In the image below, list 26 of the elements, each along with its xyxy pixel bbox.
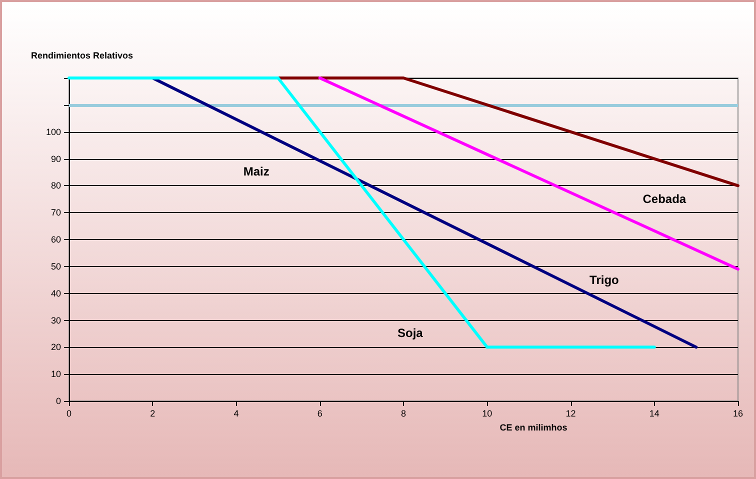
y-tick-label: 50 [50, 261, 61, 272]
y-tick-label: 90 [50, 154, 61, 164]
y-tick-label: 80 [50, 180, 61, 191]
annotation: Maiz [243, 164, 270, 179]
y-tick-label: 100 [46, 126, 61, 137]
x-tick-label: 2 [150, 408, 156, 418]
x-tick-label: 6 [317, 408, 322, 418]
x-axis-title: CE en milimhos [500, 422, 568, 432]
y-axis-title: Rendimientos Relativos [31, 50, 134, 60]
y-tick-label: 40 [50, 288, 61, 298]
x-tick-label: 12 [566, 408, 576, 418]
y-tick-label: 0 [56, 396, 61, 406]
annotation: Soja [398, 326, 424, 340]
annotation: Trigo [590, 272, 619, 287]
y-tick-label: 70 [50, 208, 61, 218]
y-tick-label: 60 [50, 234, 61, 244]
annotation: Cebada [642, 192, 686, 206]
x-tick-label: 0 [66, 408, 72, 418]
x-tick-label: 10 [482, 408, 492, 418]
x-tick-label: 4 [234, 408, 239, 418]
x-tick-label: 8 [400, 408, 406, 418]
y-tick-label: 10 [50, 369, 61, 380]
x-tick-label: 14 [649, 408, 660, 418]
y-tick-label: 30 [50, 315, 61, 326]
y-tick-label: 20 [50, 342, 61, 352]
x-tick-label: 16 [732, 408, 744, 418]
